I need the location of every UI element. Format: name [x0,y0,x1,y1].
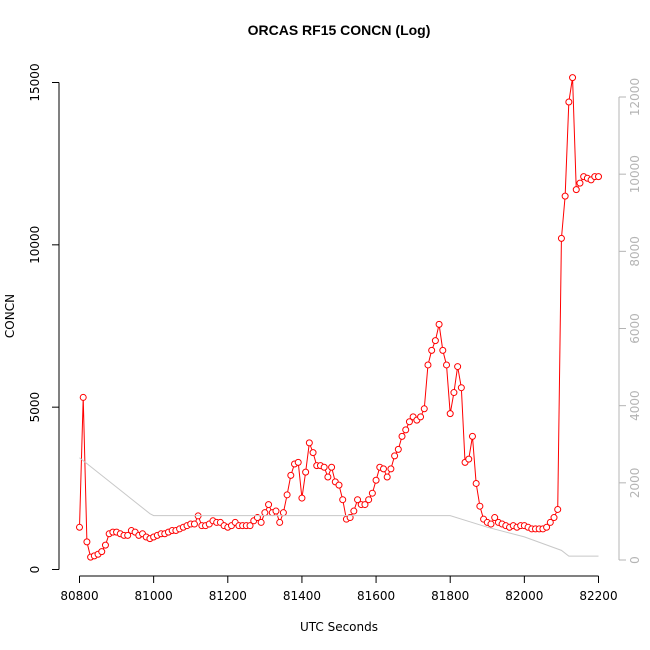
data-point [265,501,273,509]
data-point [98,548,106,556]
data-point [339,496,347,504]
data-point [320,463,328,471]
data-point [428,346,436,354]
x-axis-label: UTC Seconds [300,620,378,634]
data-point [398,432,406,440]
data-point [457,384,465,392]
chart-title: ORCAS RF15 CONCN (Log) [248,22,431,38]
data-point [283,491,291,499]
data-point [450,389,458,397]
data-point [298,494,306,502]
data-point [372,476,380,484]
data-point [546,518,554,526]
data-point [394,445,402,453]
data-point [350,507,358,515]
data-point [302,468,310,476]
data-point [443,361,451,369]
plot-frame [59,59,619,576]
data-point [472,479,480,487]
x-tick-label: 82200 [579,589,617,603]
data-point [190,520,198,528]
data-point [361,501,369,509]
data-point [294,458,302,466]
x-tick-label: 81200 [209,589,247,603]
data-point [402,426,410,434]
data-point [446,410,454,418]
data-point [76,523,83,531]
data-point [279,509,287,517]
data-point [569,74,577,82]
data-point [557,234,565,242]
y2-tick-label: 12000 [628,78,642,116]
data-point [391,452,399,460]
data-point [309,449,317,457]
data-point [368,489,376,497]
y2-tick-label: 6000 [628,313,642,344]
data-point [101,541,109,549]
data-point [543,523,551,531]
y-axis-right: 0 2000 4000 6000 8000 10000 12000 [618,78,642,564]
data-point [79,393,87,401]
y2-tick-label: 0 [628,556,642,564]
data-point [328,463,336,471]
x-tick-label: 81600 [357,589,395,603]
data-point [465,455,473,463]
data-point [324,473,332,481]
x-tick-label: 81000 [135,589,173,603]
y-tick-label: 0 [28,566,42,574]
data-point [454,363,462,371]
secondary-series-line [79,457,599,557]
data-point [491,514,499,522]
y2-tick-label: 4000 [628,390,642,421]
data-point [272,507,280,515]
data-point [305,439,313,447]
data-point [379,465,387,473]
data-point [487,520,495,528]
data-point [287,471,295,479]
y-axis-label: CONCN [3,294,17,338]
y-tick-label: 15000 [28,63,42,101]
data-point [550,514,558,522]
y-tick-label: 10000 [28,226,42,264]
data-point [595,173,602,181]
data-point [554,505,562,513]
data-point [417,413,425,421]
y-tick-label: 5000 [28,392,42,423]
y-axis-left: 0 5000 10000 15000 [28,63,60,574]
data-point [572,186,580,194]
data-point [261,509,269,517]
data-point [124,531,132,539]
data-point [424,361,432,369]
y2-tick-label: 10000 [628,155,642,193]
data-point [468,432,476,440]
data-point [439,346,447,354]
x-tick-label: 81400 [283,589,321,603]
data-point [257,518,265,526]
data-point [405,418,413,426]
data-point [335,481,343,489]
y2-tick-label: 2000 [628,468,642,499]
series-layer [76,74,602,561]
data-point [83,538,91,546]
x-tick-label: 82000 [505,589,543,603]
data-point [365,496,373,504]
data-point [354,496,362,504]
data-point [561,192,569,200]
x-axis: 80800 81000 81200 81400 81600 81800 82000 82200 [60,575,618,603]
data-point [435,320,443,328]
data-point [387,465,395,473]
x-tick-label: 81800 [431,589,469,603]
x-tick-label: 80800 [60,589,98,603]
data-point [476,502,484,510]
data-point [420,405,428,413]
data-point [565,98,573,106]
data-point [431,337,439,345]
y2-tick-label: 8000 [628,236,642,267]
data-point [246,522,254,530]
data-point [276,518,284,526]
data-point [576,179,584,187]
data-point [383,473,391,481]
